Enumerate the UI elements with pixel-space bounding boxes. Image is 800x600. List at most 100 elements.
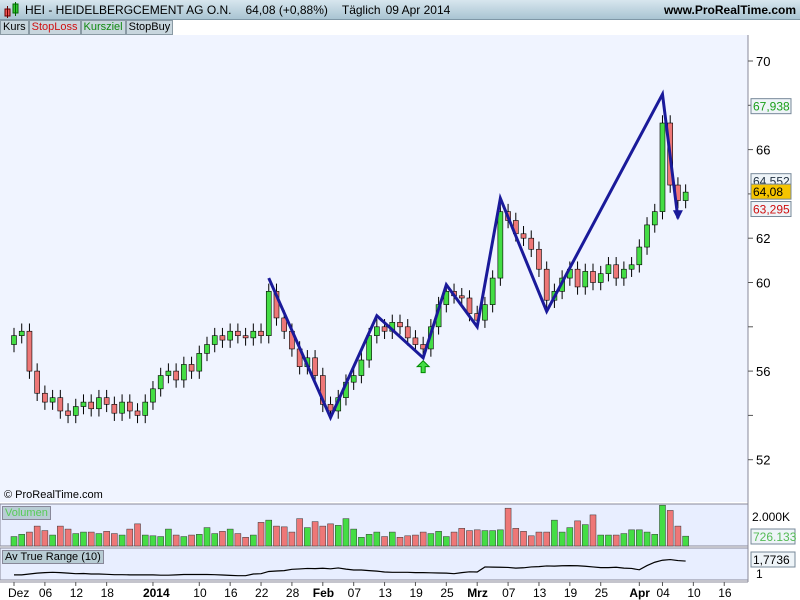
tab-stoploss[interactable]: StopLoss — [28, 20, 81, 35]
atr-pane — [0, 547, 749, 581]
atr-last-box — [750, 551, 796, 568]
candle — [42, 392, 48, 403]
candle — [57, 397, 64, 412]
volume-pane — [0, 503, 749, 547]
volume-bar — [450, 531, 458, 547]
x-tick-label: 25 — [595, 586, 609, 600]
candle — [343, 381, 349, 398]
candle — [644, 224, 650, 248]
volume-bar — [628, 529, 635, 547]
x-tick-label: 07 — [348, 586, 362, 600]
volume-bar — [558, 531, 566, 547]
x-tick-label: 07 — [502, 586, 516, 600]
volume-bar — [342, 518, 350, 547]
candle — [682, 191, 689, 201]
volume-last-label: 726.133 — [753, 530, 797, 544]
volume-bar — [443, 536, 450, 547]
volume-bar — [95, 533, 103, 547]
candle — [451, 291, 457, 297]
candle — [250, 330, 257, 339]
last-price: 64,08 (+0,88%) — [245, 2, 328, 17]
volume-bar — [18, 534, 25, 547]
tab-kurs[interactable]: Kurs — [0, 20, 29, 35]
candle — [505, 211, 511, 221]
candle — [319, 375, 326, 405]
volume-bar — [643, 531, 651, 547]
candle — [659, 122, 666, 212]
candle — [49, 397, 56, 403]
volume-bar — [226, 528, 234, 547]
x-tick-label: Dez — [8, 586, 29, 600]
volume-bar — [674, 525, 682, 547]
volume-bar — [72, 533, 80, 547]
volume-bar — [597, 534, 604, 547]
price-label-box — [750, 183, 792, 200]
symbol-name: HEI - HEIDELBERGCEMENT AG O.N. — [25, 2, 232, 17]
candle — [204, 344, 210, 354]
volume-bar — [612, 534, 620, 547]
candle — [397, 322, 403, 328]
volume-bar — [80, 531, 87, 547]
candle — [543, 268, 550, 301]
zigzag-arrowhead — [672, 210, 683, 221]
candle — [366, 335, 372, 361]
volume-bar — [566, 527, 574, 547]
candle — [389, 322, 396, 332]
buy-arrow-icon — [415, 359, 431, 374]
tab-kursziel[interactable]: Kursziel — [80, 20, 126, 35]
candle — [327, 404, 334, 412]
candle — [296, 348, 303, 367]
volume-bar — [412, 534, 419, 547]
site-url[interactable]: www.ProRealTime.com — [663, 2, 796, 17]
volume-bar — [373, 531, 381, 547]
volume-bar — [234, 533, 242, 547]
candle — [281, 317, 288, 332]
candle — [590, 271, 596, 283]
candle — [551, 291, 558, 301]
candle — [597, 273, 604, 283]
candle — [142, 401, 149, 416]
candle — [605, 264, 612, 274]
candle — [227, 330, 233, 341]
candle — [381, 326, 388, 332]
candle — [613, 264, 619, 279]
candle — [466, 297, 473, 314]
candle — [65, 410, 71, 416]
volume-bar — [26, 531, 33, 547]
candle — [458, 295, 465, 299]
candle — [289, 330, 295, 350]
candle — [582, 271, 589, 288]
x-tick-label: Apr — [629, 586, 650, 600]
candle — [420, 344, 426, 350]
volume-bar — [543, 531, 550, 547]
volume-bar — [57, 525, 64, 547]
volume-bar — [381, 536, 388, 547]
candle — [103, 397, 110, 405]
candle — [88, 401, 94, 410]
volume-bar — [87, 531, 95, 547]
volume-bar — [172, 534, 180, 547]
candle — [574, 268, 581, 288]
candle — [111, 404, 118, 414]
y-tick-label: 60 — [756, 276, 770, 291]
volume-bar — [497, 529, 504, 547]
candle — [358, 359, 365, 376]
price-label: 64,552 — [753, 175, 790, 189]
x-tick-label: 2014 — [143, 586, 170, 600]
volume-bar — [396, 537, 404, 547]
candle — [304, 357, 311, 367]
tab-stopbuy[interactable]: StopBuy — [125, 20, 174, 35]
price-label-box — [750, 98, 792, 115]
candle — [497, 211, 504, 279]
candlestick-logo-icon — [4, 1, 19, 18]
x-tick-label: 22 — [255, 586, 269, 600]
volume-max-label: 2.000K — [752, 510, 790, 524]
candle — [165, 370, 172, 376]
candle — [435, 304, 442, 328]
price-label: 67,938 — [753, 100, 790, 114]
volume-bar — [257, 522, 265, 547]
candle — [119, 401, 125, 414]
y-tick-label: 56 — [756, 364, 770, 379]
candle — [235, 330, 241, 336]
